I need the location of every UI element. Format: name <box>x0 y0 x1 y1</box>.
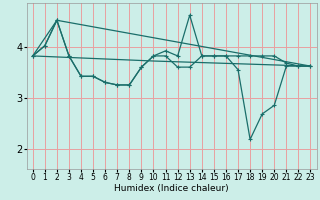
X-axis label: Humidex (Indice chaleur): Humidex (Indice chaleur) <box>114 184 229 193</box>
